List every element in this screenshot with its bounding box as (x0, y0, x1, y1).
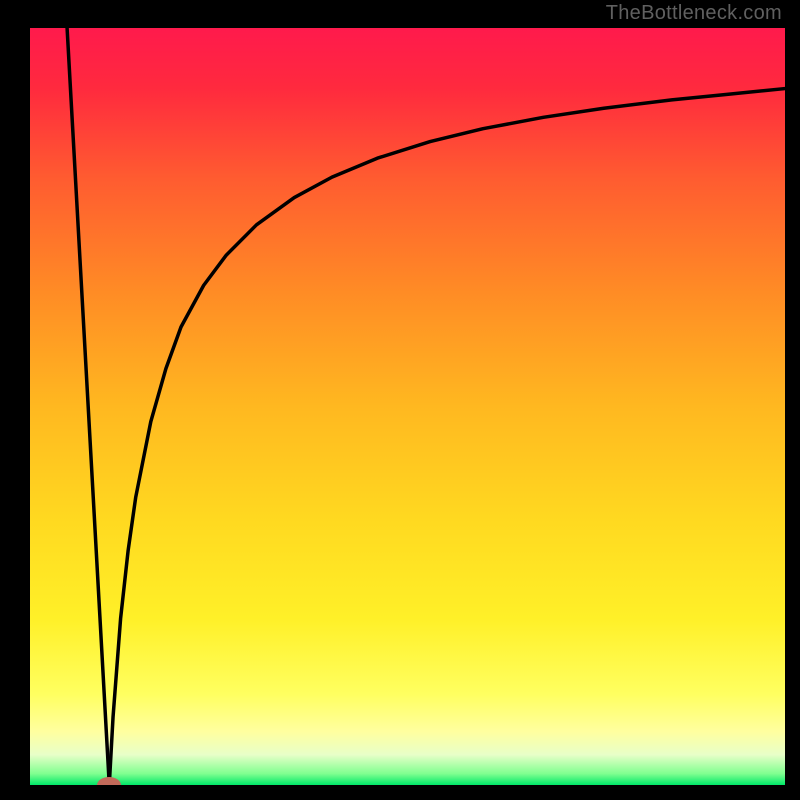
frame-bottom (0, 785, 800, 800)
log-curve (109, 89, 785, 785)
frame-right (785, 0, 800, 800)
curve-layer (0, 0, 800, 800)
frame-left (0, 0, 30, 800)
left-line (66, 13, 109, 785)
chart-container: TheBottleneck.com (0, 0, 800, 800)
attribution-text: TheBottleneck.com (606, 2, 782, 25)
